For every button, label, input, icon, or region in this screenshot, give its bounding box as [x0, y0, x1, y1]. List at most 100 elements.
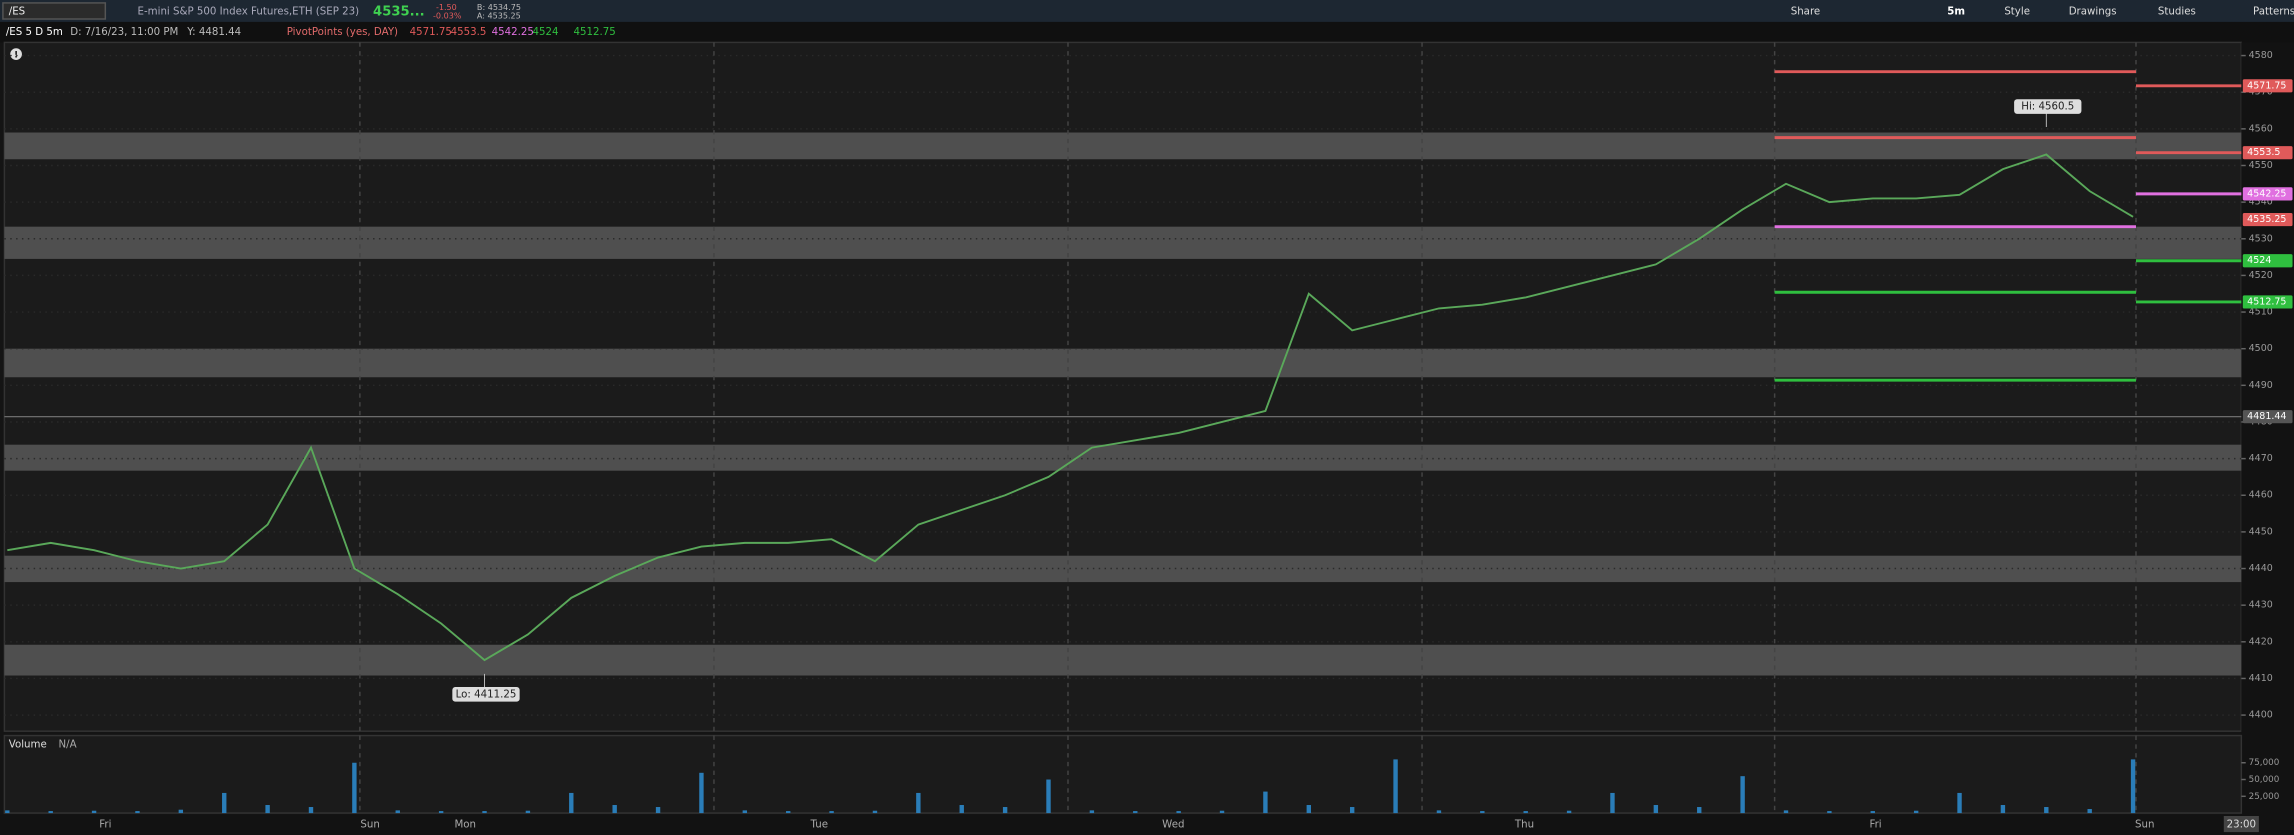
volume-bar: [1306, 805, 1311, 814]
annotation-label: Hi: 4560.5: [2021, 102, 2074, 113]
volume-bar: [1957, 792, 1962, 814]
volume-bar: [1697, 807, 1702, 814]
volume-bar: [265, 805, 270, 814]
y-tick-label: 4580: [2249, 50, 2273, 61]
volume-bar: [48, 811, 53, 814]
x-tick-label: Sun: [2135, 820, 2154, 831]
volume-bar: [1133, 811, 1138, 814]
volume-bar: [135, 811, 140, 814]
volume-bar: [829, 811, 834, 814]
price-flag: [2242, 295, 2293, 309]
y-tick-label: 4560: [2249, 123, 2273, 134]
price-flag: [2242, 187, 2293, 201]
volume-bar: [91, 810, 97, 814]
annotation-box: [452, 687, 520, 702]
price-flag-label: 4535.25: [2247, 214, 2286, 225]
y-tick-label: 4510: [2249, 307, 2273, 318]
zone: [4, 226, 2242, 259]
y-tick-label: 4460: [2249, 490, 2273, 501]
volume-bar: [786, 811, 791, 814]
price-flag-label: 4524: [2247, 255, 2271, 266]
annotation-label: Lo: 4411.25: [456, 689, 517, 700]
bid: B: 4534.75: [477, 3, 521, 12]
time-axis: [0, 814, 2242, 835]
volume-bar: [2087, 809, 2092, 814]
toolbar-bg: [0, 0, 2294, 22]
volume-bar: [1566, 810, 1572, 814]
volume-bar: [1046, 779, 1051, 814]
volume-bar: [655, 807, 661, 814]
price-flag-label: 4512.75: [2247, 296, 2286, 307]
annotation-box: [2014, 99, 2082, 114]
volume-bar: [2000, 805, 2006, 814]
time-box-bg: [2223, 815, 2259, 833]
last-price: 4535...: [373, 5, 425, 20]
toolbar-button[interactable]: Share: [1791, 7, 1821, 18]
y-tick-label: 4420: [2249, 636, 2273, 647]
toolbar-button[interactable]: Patterns: [2253, 7, 2294, 18]
y-tick-label: 4410: [2249, 673, 2273, 684]
toolbar-button[interactable]: Studies: [2158, 7, 2196, 18]
volume-bar: [742, 810, 748, 814]
volume-bar: [1523, 811, 1528, 814]
price-flag-label: 4542.25: [2247, 188, 2286, 199]
volume-bar: [1436, 810, 1442, 814]
y-tick-label: 4550: [2249, 160, 2273, 171]
header-pivot: 4512.75: [574, 27, 616, 38]
volume-bar: [1176, 811, 1181, 814]
volume-bar: [2044, 807, 2049, 814]
interval[interactable]: 5m: [1947, 7, 1965, 18]
volume-bar: [395, 810, 400, 814]
price-flag: [2242, 410, 2293, 424]
volume-bar: [1913, 810, 1919, 814]
volume-bar: [1610, 792, 1615, 814]
volume-bar: [1349, 807, 1355, 814]
price-flag: [2242, 212, 2293, 227]
y-tick-label: 4470: [2249, 453, 2273, 464]
symbol-box[interactable]: [2, 2, 107, 20]
volume-bar: [1870, 811, 1875, 814]
volume-label: Volume: [9, 739, 47, 750]
change-pct: -0.03%: [433, 12, 462, 21]
alert-icon[interactable]: [10, 48, 22, 60]
volume-bar: [1263, 791, 1268, 814]
zone: [4, 644, 2242, 676]
volume-bar: [872, 810, 878, 814]
y-tick-label: 4500: [2249, 343, 2273, 354]
x-tick-label: Mon: [454, 820, 476, 831]
volume-status: N/A: [59, 739, 77, 750]
header-bg: [0, 21, 2294, 43]
volume-bar: [352, 762, 357, 814]
zone: [4, 348, 2242, 378]
volume-bar: [2130, 759, 2136, 814]
x-tick-label: Thu: [1514, 820, 1534, 831]
y-tick-label: 4490: [2249, 380, 2273, 391]
ask: A: 4535.25: [477, 12, 521, 21]
header-item: /ES 5 D 5m: [6, 27, 63, 38]
volume-bar: [1089, 810, 1095, 814]
volume-tick-label: 75,000: [2249, 758, 2280, 768]
price-axis: [2241, 42, 2294, 835]
price-flag-label: 4571.75: [2247, 80, 2286, 91]
price-flag-label: 4553.5: [2247, 147, 2280, 158]
volume-bar: [916, 792, 921, 814]
y-tick-label: 4530: [2249, 233, 2273, 244]
volume-bar: [5, 810, 10, 814]
volume-bar: [482, 811, 487, 814]
price-flag-label: 4481.44: [2247, 411, 2286, 422]
description: E-mini S&P 500 Index Futures,ETH (SEP 23…: [138, 7, 360, 18]
x-tick-label: Fri: [1869, 820, 1881, 831]
toolbar-button[interactable]: Style: [2004, 7, 2030, 18]
volume-bar: [1002, 807, 1008, 814]
symbol: /ES: [9, 7, 25, 18]
volume-bar: [1783, 810, 1789, 814]
header-pivot: 4571.75: [410, 27, 452, 38]
volume-tick-label: 50,000: [2249, 775, 2280, 785]
toolbar-button[interactable]: Drawings: [2069, 7, 2117, 18]
volume-tick-label: 25,000: [2249, 792, 2280, 802]
volume-bar: [1740, 776, 1745, 814]
y-tick-label: 4450: [2249, 526, 2273, 537]
x-tick-label: Wed: [1162, 820, 1184, 831]
header-item: Y: 4481.44: [186, 27, 241, 38]
